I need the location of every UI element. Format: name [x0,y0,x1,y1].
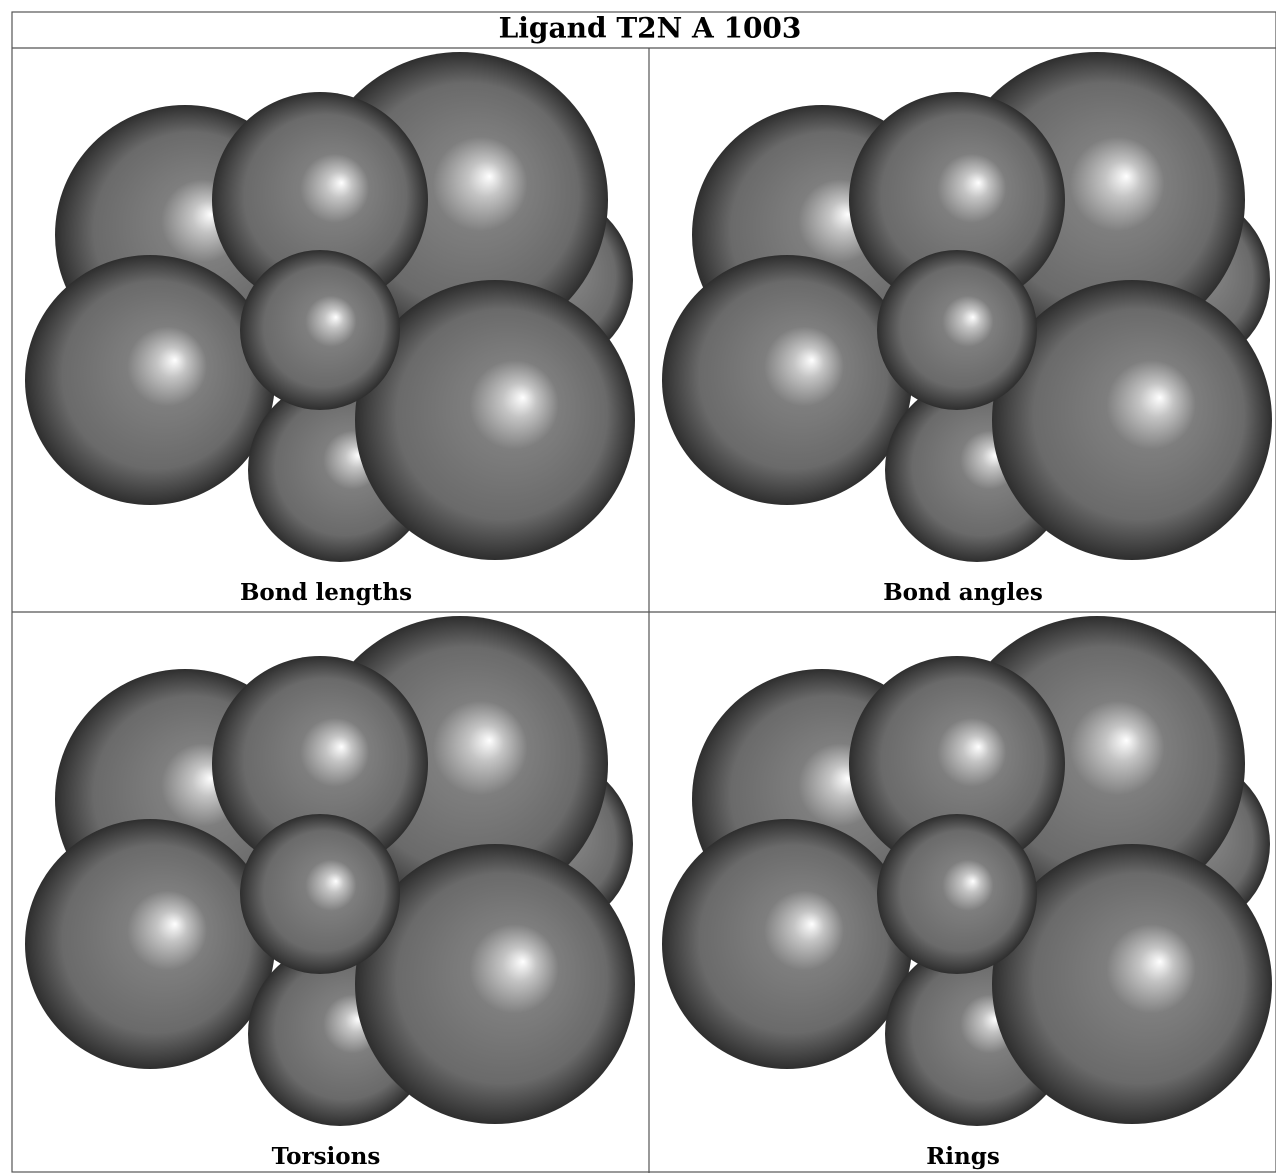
molecule-image [662,616,1272,1126]
panel-caption: Rings [926,1143,1000,1170]
table-border [11,11,1276,1173]
panel-caption: Bond angles [883,579,1043,606]
panel-caption: Torsions [272,1143,381,1170]
molecule-image [662,52,1272,562]
panel-caption: Bond lengths [240,579,412,606]
molecule-image [25,52,635,562]
molecule-image [25,616,635,1126]
figure-title: Ligand T2N A 1003 [499,12,802,45]
